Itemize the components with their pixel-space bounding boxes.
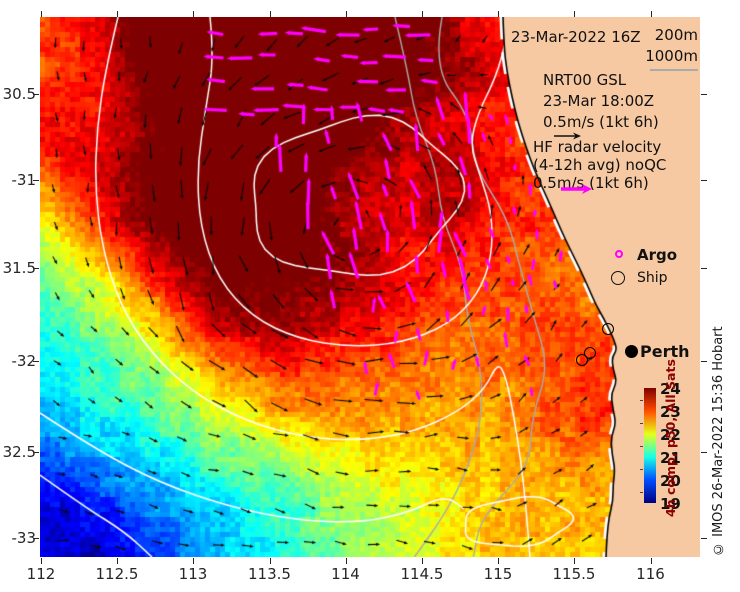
x-tick-mark [650, 558, 652, 564]
y-tick-mark [701, 538, 707, 540]
x-tick-mark [193, 11, 195, 17]
y-tick-mark [701, 180, 707, 182]
x-tick-mark [117, 11, 119, 17]
x-tick-label: 113 [178, 565, 208, 583]
city-marker [625, 345, 638, 358]
x-tick-mark [574, 558, 576, 564]
x-tick-label: 114.5 [400, 565, 444, 583]
x-tick-mark [498, 11, 500, 17]
x-tick-label: 115 [483, 565, 513, 583]
hf-legend-line3: 0.5m/s (1kt 6h) [533, 174, 649, 192]
y-tick-label: 32.5 [2, 443, 36, 461]
x-tick-mark [41, 11, 43, 17]
y-tick-mark [33, 361, 39, 363]
hf-legend: HF radar velocity (4-12h avg) noQC 0.5m/… [533, 138, 666, 192]
perth-label: Perth [640, 342, 690, 361]
y-tick-mark [701, 267, 707, 269]
x-tick-mark [422, 558, 424, 564]
copyright-text: © IMOS 26-Mar-2022 15:36 Hobart [711, 326, 726, 556]
colorbar-gradient [644, 388, 656, 503]
gsl-legend-line2: 23-Mar 18:00Z [543, 92, 655, 110]
gsl-legend-line3: 0.5m/s (1kt 6h) [543, 113, 659, 131]
y-tick-mark [33, 452, 39, 454]
colorbar-minor-tick [640, 445, 643, 447]
gsl-scale-arrow-icon [554, 132, 581, 140]
colorbar-minor-tick [640, 399, 643, 401]
colorbar-minor-tick [640, 422, 643, 424]
x-tick-mark [269, 558, 271, 564]
colorbar-tick-label: 21 [660, 449, 681, 467]
colorbar-title: 4h comp, p50, All Sats [663, 359, 678, 517]
x-tick-label: 112.5 [95, 565, 139, 583]
x-tick-mark [41, 558, 43, 564]
x-tick-label: 113.5 [248, 565, 291, 583]
depth-1000m-label: 1000m [645, 47, 698, 65]
y-tick-label: -31 [11, 171, 37, 189]
y-tick-mark [701, 361, 707, 363]
x-tick-mark [498, 558, 500, 564]
x-tick-mark [422, 11, 424, 17]
x-tick-label: 112 [26, 565, 56, 583]
contour-depth-legend: 200m 1000m [610, 25, 698, 67]
x-tick-mark [117, 558, 119, 564]
y-tick-mark [701, 452, 707, 454]
y-tick-label: -33 [11, 529, 37, 547]
y-tick-mark [33, 538, 39, 540]
y-tick-mark [701, 94, 707, 96]
x-tick-label: 114 [331, 565, 360, 583]
x-tick-mark [193, 558, 195, 564]
colorbar-minor-tick [640, 468, 643, 470]
gsl-legend-line1: NRT00 GSL [543, 71, 627, 89]
colorbar-tick-label: 19 [660, 495, 681, 513]
y-tick-label: 30.5 [2, 85, 36, 103]
x-tick-mark [574, 11, 576, 17]
colorbar-tick-label: 23 [660, 403, 681, 421]
argo-marker-icon [615, 250, 623, 258]
x-tick-mark [345, 11, 347, 17]
sst-map-canvas [40, 17, 700, 557]
ship-legend-label: Ship [637, 270, 668, 286]
x-tick-mark [269, 11, 271, 17]
colorbar-tick-label: 22 [660, 426, 681, 444]
y-tick-mark [33, 267, 39, 269]
y-tick-label: 31.5 [2, 258, 36, 277]
argo-legend-label: Argo [637, 246, 678, 264]
colorbar-tick-label: 20 [660, 472, 681, 490]
gsl-legend: NRT00 GSL 23-Mar 18:00Z 0.5m/s (1kt 6h) [543, 70, 659, 133]
hf-legend-line1: HF radar velocity [533, 138, 662, 156]
colorbar-tick-label: 24 [660, 380, 681, 398]
y-tick-label: -32 [11, 352, 37, 370]
x-tick-label: 115.5 [552, 565, 596, 583]
colorbar-minor-tick [640, 491, 643, 493]
ship-marker-icon [611, 271, 625, 285]
x-tick-mark [650, 11, 652, 17]
ship-marker [584, 347, 596, 359]
title-datetime: 23-Mar-2022 16Z [511, 28, 641, 46]
y-tick-mark [33, 180, 39, 182]
depth-1000m-sample-line [650, 69, 698, 71]
hf-legend-line2: (4-12h avg) noQC [533, 156, 667, 174]
x-tick-mark [345, 558, 347, 564]
ship-marker [576, 354, 588, 366]
hf-scale-arrow-icon [561, 184, 592, 194]
ship-marker [602, 323, 614, 335]
y-tick-mark [33, 94, 39, 96]
x-tick-label: 116 [636, 565, 665, 583]
depth-200m-label: 200m [654, 26, 698, 44]
